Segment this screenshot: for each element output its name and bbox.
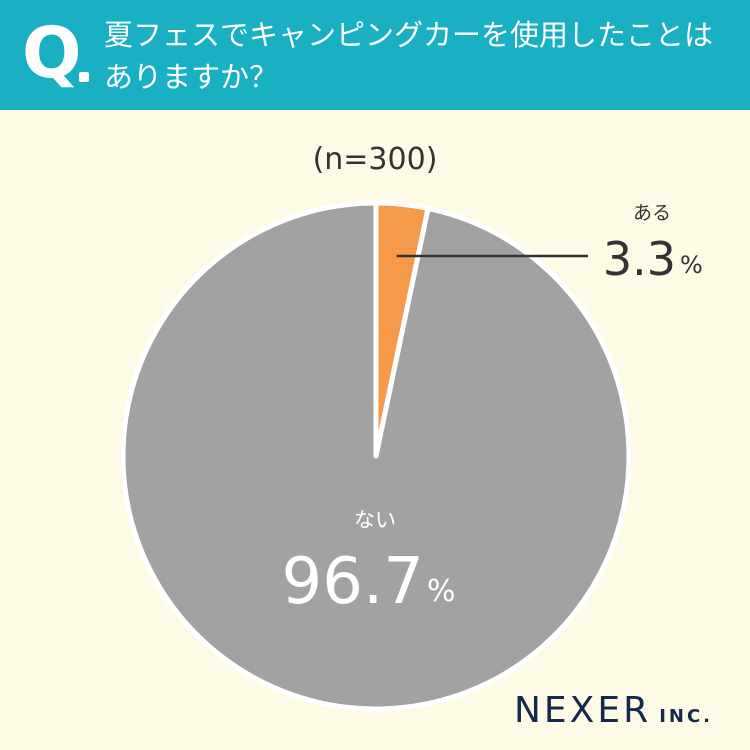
slice-unit-nai: % [427, 574, 456, 609]
slice-label-aru: ある [633, 202, 671, 224]
slice-value-nai: 96.7 [282, 545, 425, 619]
question-header: Q 夏フェスでキャンピングカーを使用したことはありますか？ [0, 0, 750, 110]
brand-name: NEXER [514, 690, 652, 731]
slice-unit-aru: % [680, 251, 703, 279]
brand-logo: NEXER INC. [514, 690, 713, 731]
brand-suffix: INC. [659, 706, 714, 727]
slice-label-nai: ない [354, 508, 396, 532]
q-dot [79, 72, 89, 82]
q-mark: Q [22, 12, 82, 94]
question-text: 夏フェスでキャンピングカーを使用したことはありますか？ [104, 18, 714, 94]
slice-value-aru: 3.3 [603, 232, 676, 286]
pie-slice-nai [120, 200, 632, 712]
sample-size-label: (n=300) [312, 142, 438, 177]
